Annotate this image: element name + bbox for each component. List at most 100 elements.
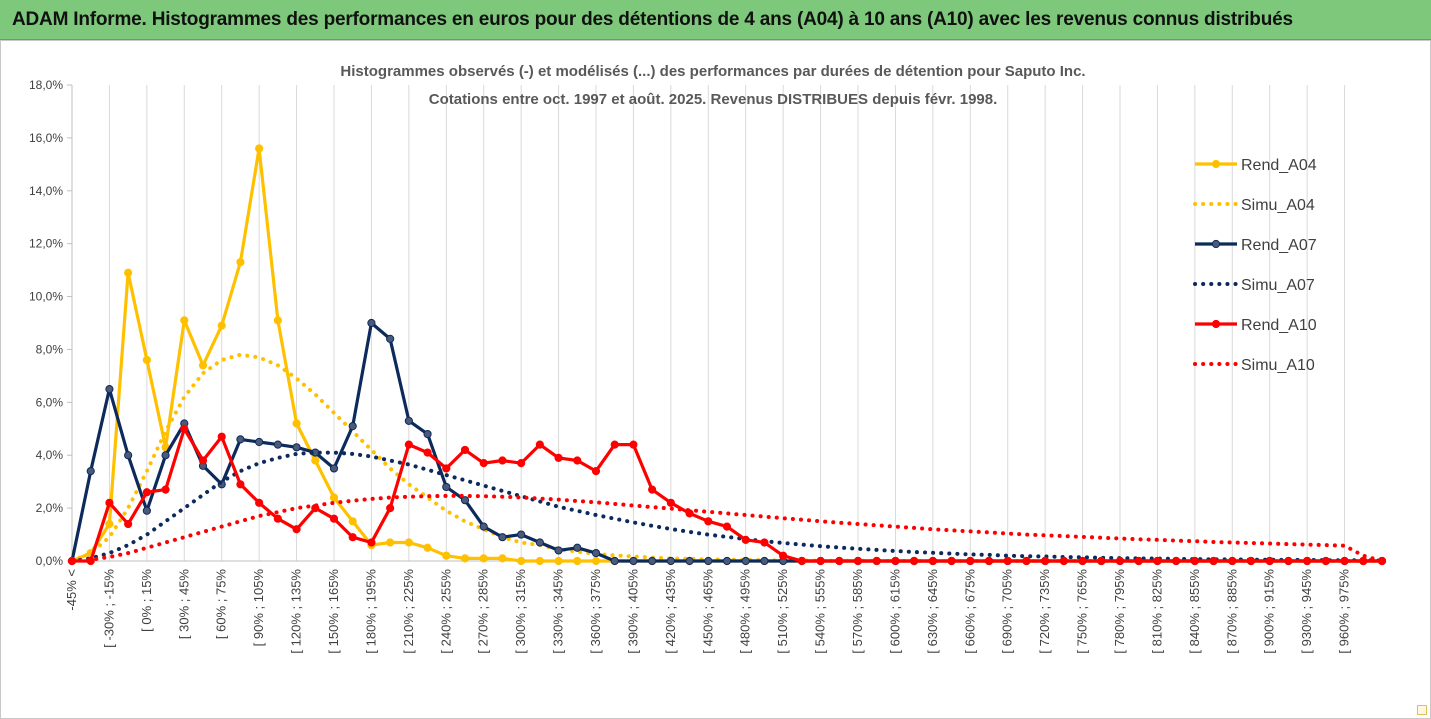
x-tick-label: [ 750% ; 765% xyxy=(1075,569,1090,654)
report-header: ADAM Informe. Histogrammes des performan… xyxy=(0,0,1431,40)
data-point xyxy=(947,556,956,566)
data-point xyxy=(124,519,133,529)
data-point xyxy=(255,437,264,447)
x-tick-label: [ 570% ; 585% xyxy=(850,569,865,654)
legend[interactable]: Rend_A04 Simu_A04 Rend_A07 Simu_A07 Rend_A10… xyxy=(1193,157,1317,374)
data-point xyxy=(1172,556,1181,566)
legend-item-rend-a04[interactable]: Rend_A04 xyxy=(1195,157,1317,174)
legend-item-rend-a10[interactable]: Rend_A10 xyxy=(1195,317,1317,334)
data-point xyxy=(498,533,507,542)
data-point xyxy=(517,556,526,566)
data-point xyxy=(124,268,133,277)
legend-item-simu-a04[interactable]: Simu_A04 xyxy=(1193,197,1315,214)
data-point xyxy=(311,456,320,465)
data-point xyxy=(348,533,357,542)
x-tick-label: [ 210% ; 225% xyxy=(401,569,416,654)
data-point xyxy=(1359,556,1368,566)
data-point xyxy=(535,440,544,449)
data-point xyxy=(329,493,339,502)
data-point xyxy=(629,556,638,566)
y-tick-label: 4,0% xyxy=(36,448,64,462)
data-point xyxy=(666,556,675,566)
x-axis: -45% < [ -30% ; -15% [ 0% ; 15% [ 30% ; 45%… xyxy=(64,560,1382,654)
data-point xyxy=(198,456,208,465)
data-point xyxy=(367,538,376,547)
data-point xyxy=(479,522,488,531)
data-point xyxy=(610,440,619,449)
data-point xyxy=(1209,556,1218,566)
data-point xyxy=(891,556,900,566)
data-point xyxy=(161,451,170,460)
x-tick-label: [ 900% ; 915% xyxy=(1262,569,1277,654)
data-point xyxy=(404,538,413,547)
data-point xyxy=(273,440,282,449)
data-point xyxy=(741,556,750,566)
data-point xyxy=(928,556,937,566)
data-point xyxy=(573,543,582,552)
legend-item-simu-a07[interactable]: Simu_A07 xyxy=(1193,277,1315,294)
x-tick-label: [ 30% ; 45% xyxy=(176,569,191,640)
x-tick-label: [ 960% ; 975% xyxy=(1337,569,1352,654)
y-tick-label: 10,0% xyxy=(29,290,63,304)
data-point xyxy=(1059,556,1068,566)
data-point xyxy=(236,480,245,489)
series-line xyxy=(70,450,1384,563)
x-tick-label: [ 390% ; 405% xyxy=(625,569,640,654)
data-point xyxy=(797,556,806,566)
x-tick-label: [ 150% ; 165% xyxy=(326,569,341,654)
data-point xyxy=(498,456,507,465)
x-tick-label: [ 810% ; 825% xyxy=(1149,569,1164,654)
data-point xyxy=(535,556,544,566)
data-point xyxy=(423,448,432,457)
data-point xyxy=(1134,556,1143,566)
performance-histogram-chart: Histogrammes observés (-) et modélisés (… xyxy=(29,63,1387,654)
series-line xyxy=(70,493,1384,563)
series-line xyxy=(71,146,1382,563)
data-point xyxy=(984,556,994,566)
series-layer xyxy=(67,144,1387,566)
data-point xyxy=(591,466,601,476)
series-line xyxy=(72,427,1382,563)
data-point xyxy=(872,556,881,566)
data-point xyxy=(124,451,133,460)
y-tick-label: 8,0% xyxy=(36,342,64,356)
data-point xyxy=(348,422,357,431)
data-point xyxy=(367,318,376,328)
data-point xyxy=(1153,556,1162,566)
data-point xyxy=(386,538,395,547)
y-axis: 0,0% 2,0% 4,0% 6,0% 8,0% 10,0% 12,0% 14,0% 16,0%… xyxy=(29,78,73,568)
data-point xyxy=(1246,556,1256,566)
x-tick-label: -45% < xyxy=(64,569,79,611)
data-point xyxy=(292,525,301,534)
data-point xyxy=(479,459,488,468)
data-point xyxy=(273,316,282,325)
data-point xyxy=(142,488,151,497)
data-point xyxy=(760,538,769,547)
x-tick-label: [ -30% ; -15% xyxy=(101,569,116,648)
x-tick-label: [ 870% ; 885% xyxy=(1224,569,1239,654)
data-point xyxy=(460,445,470,455)
legend-marker xyxy=(1211,319,1221,329)
data-point xyxy=(741,535,750,544)
x-tick-label: [ 930% ; 945% xyxy=(1299,569,1314,654)
data-point xyxy=(704,517,713,526)
x-tick-label: [ 780% ; 795% xyxy=(1112,569,1127,654)
legend-item-rend-a07[interactable]: Rend_A07 xyxy=(1195,237,1317,254)
data-point xyxy=(1041,556,1050,566)
data-point xyxy=(442,551,451,560)
y-tick-label: 16,0% xyxy=(29,131,63,145)
data-point xyxy=(180,424,189,433)
legend-label: Simu_A10 xyxy=(1241,357,1315,374)
data-point xyxy=(180,316,189,325)
data-point xyxy=(105,385,114,394)
legend-item-simu-a10[interactable]: Simu_A10 xyxy=(1193,357,1315,374)
data-point xyxy=(404,440,413,449)
data-point xyxy=(1265,556,1274,566)
resize-handle[interactable] xyxy=(1417,705,1427,715)
data-point xyxy=(161,485,170,494)
x-tick-label: [ 480% ; 495% xyxy=(738,569,753,654)
data-point xyxy=(666,498,675,507)
y-tick-label: 18,0% xyxy=(29,78,63,92)
legend-label: Rend_A07 xyxy=(1241,237,1317,254)
data-point xyxy=(648,485,657,494)
